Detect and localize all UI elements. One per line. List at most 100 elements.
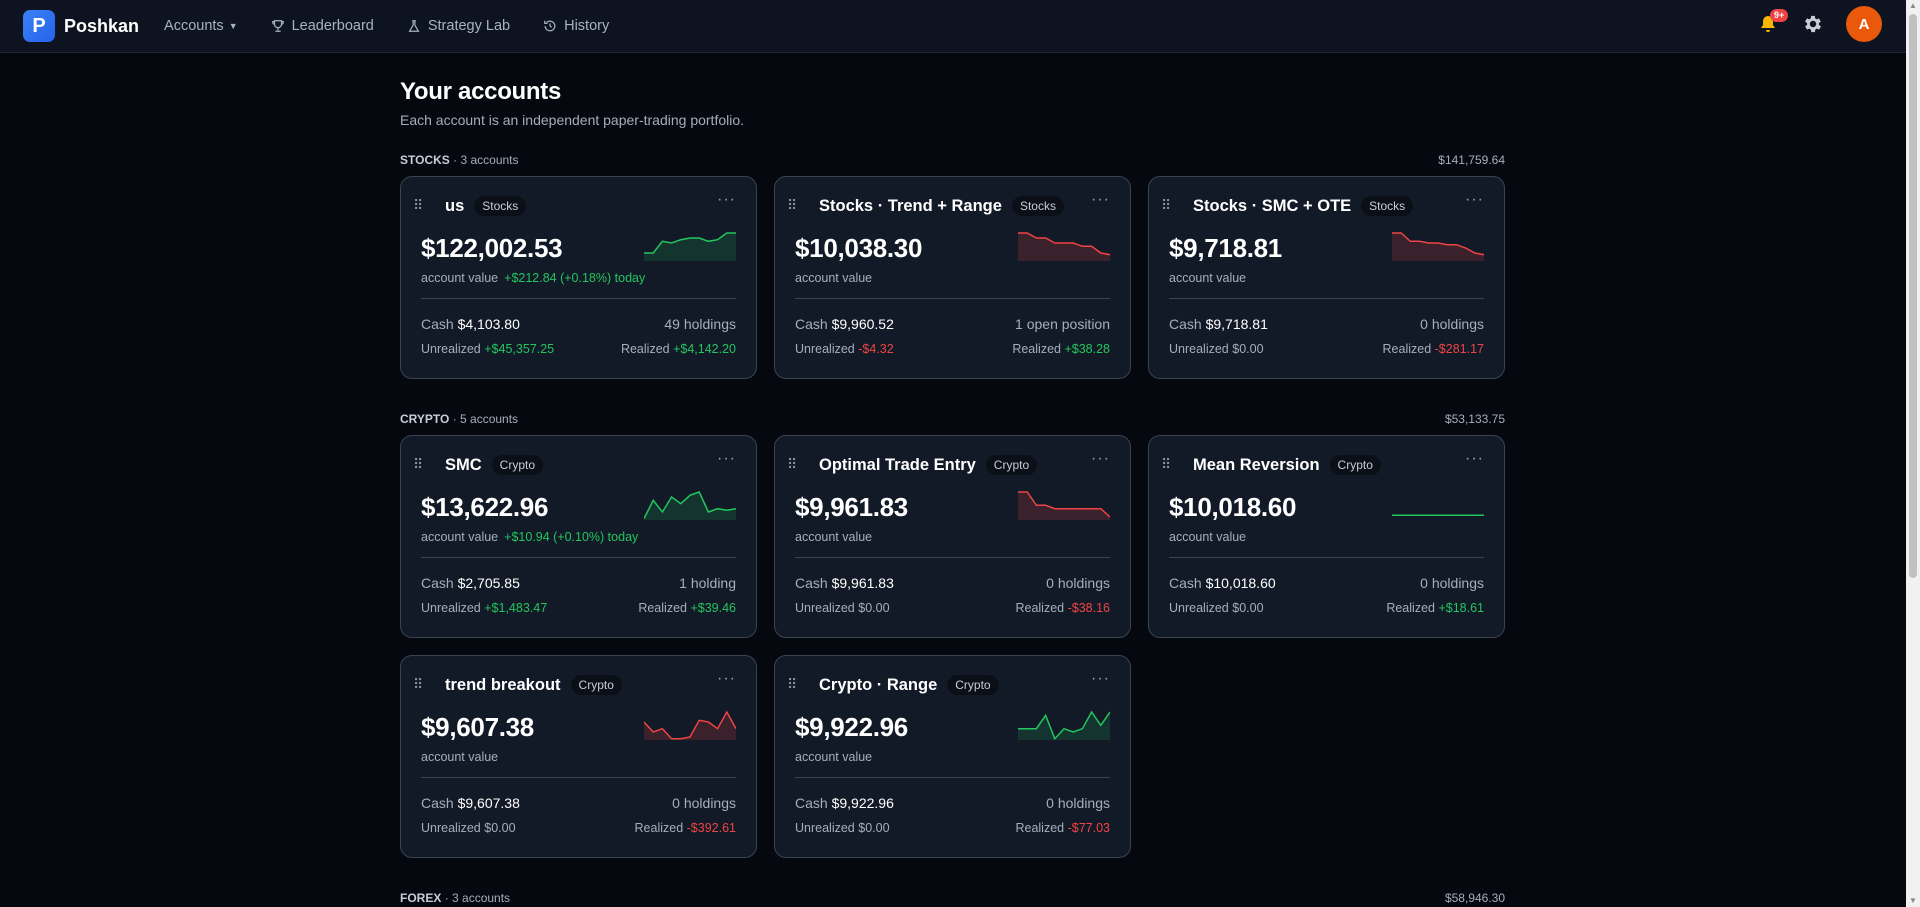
cash-value: $9,922.96 [831, 795, 894, 811]
account-type-badge: Crypto [947, 675, 999, 695]
drag-handle-icon[interactable]: ⠿ [787, 676, 797, 692]
brand-name[interactable]: Poshkan [64, 15, 140, 36]
more-options-icon[interactable]: ··· [1465, 191, 1484, 208]
cash-row: Cash $9,922.96 0 holdings [795, 795, 1110, 811]
section-count: · 3 accounts [444, 891, 511, 905]
account-value-label: account value [795, 750, 878, 764]
notifications-button[interactable]: 9+ [1758, 9, 1789, 38]
drag-handle-icon[interactable]: ⠿ [413, 676, 423, 692]
sparkline-area [1392, 233, 1484, 261]
more-options-icon[interactable]: ··· [717, 670, 736, 687]
unrealized-value: $0.00 [1232, 342, 1264, 356]
gear-icon[interactable] [1802, 13, 1824, 35]
scroll-up-icon[interactable]: ▲ [1909, 1, 1917, 10]
card-divider [795, 557, 1110, 558]
avatar[interactable]: A [1846, 6, 1882, 42]
more-options-icon[interactable]: ··· [1465, 450, 1484, 467]
account-card[interactable]: ⠿ ··· Mean Reversion Crypto $10,018.60 a… [1148, 435, 1505, 638]
cash-label: Cash [421, 316, 454, 332]
sparkline-line [1018, 232, 1110, 256]
account-card[interactable]: ⠿ ··· Crypto · Range Crypto $9,922.96 ac… [774, 655, 1131, 858]
account-name: Optimal Trade Entry [819, 455, 976, 474]
account-name: Mean Reversion [1193, 455, 1320, 474]
unrealized-label: Unrealized [421, 821, 481, 835]
more-options-icon[interactable]: ··· [717, 191, 736, 208]
realized-label: Realized [1386, 601, 1435, 615]
cash-label: Cash [795, 316, 828, 332]
account-value: $10,038.30 [795, 233, 923, 263]
more-options-icon[interactable]: ··· [1091, 450, 1110, 467]
sparkline-area [644, 712, 736, 740]
holdings-count: 0 holdings [1046, 575, 1110, 591]
more-options-icon[interactable]: ··· [1091, 670, 1110, 687]
nav-strategy-lab[interactable]: Strategy Lab [407, 18, 510, 34]
history-icon [544, 20, 556, 32]
account-type-badge: Crypto [985, 455, 1038, 475]
account-card[interactable]: ⠿ ··· trend breakout Crypto $9,607.38 ac… [400, 655, 757, 858]
logo-letter: P [32, 14, 46, 37]
today-change: +$10.94 (+0.10%) today [504, 530, 639, 544]
nav-history[interactable]: History [543, 18, 609, 34]
unrealized-value: $0.00 [858, 821, 890, 835]
cash-value: $2,705.85 [457, 575, 520, 591]
account-card[interactable]: ⠿ ··· Stocks · SMC + OTE Stocks $9,718.8… [1148, 176, 1505, 379]
drag-handle-icon[interactable]: ⠿ [413, 197, 423, 213]
account-value-label: account value [1169, 271, 1252, 285]
realized-info: Realized +$39.46 [638, 601, 736, 615]
account-value-label: account value [795, 271, 878, 285]
cash-label: Cash [1169, 316, 1202, 332]
sparkline-area [644, 492, 736, 520]
drag-handle-icon[interactable]: ⠿ [413, 456, 423, 472]
account-value-caption: account value [421, 750, 499, 764]
realized-info: Realized +$18.61 [1386, 601, 1484, 615]
logo-icon[interactable]: P [23, 10, 55, 42]
unrealized-label: Unrealized [1169, 342, 1229, 356]
holdings-count: 0 holdings [1046, 795, 1110, 811]
cash-info: Cash $2,705.85 [421, 575, 520, 591]
account-value-caption: account value [421, 530, 499, 544]
more-options-icon[interactable]: ··· [717, 450, 736, 467]
account-card[interactable]: ⠿ ··· Stocks · Trend + Range Stocks $10,… [774, 176, 1131, 379]
nav-leaderboard[interactable]: Leaderboard [271, 18, 374, 34]
account-card[interactable]: ⠿ ··· Optimal Trade Entry Crypto $9,961.… [774, 435, 1131, 638]
account-value-caption: account value [1169, 271, 1247, 285]
cash-label: Cash [421, 795, 454, 811]
unrealized-label: Unrealized [421, 601, 481, 615]
scroll-thumb[interactable] [1909, 14, 1917, 578]
unrealized-info: Unrealized -$4.32 [795, 342, 894, 356]
account-type-badge: Crypto [491, 455, 544, 475]
account-card[interactable]: ⠿ ··· SMC Crypto $13,622.96 account valu… [400, 435, 757, 638]
sparkline-chart [1018, 232, 1110, 261]
cash-value: $9,960.52 [831, 316, 894, 332]
drag-handle-icon[interactable]: ⠿ [1161, 197, 1171, 213]
scroll-down-icon[interactable]: ▼ [1909, 896, 1917, 905]
cash-row: Cash $9,960.52 1 open position [795, 316, 1110, 332]
section-name: STOCKS [400, 153, 450, 167]
pnl-row: Unrealized +$45,357.25 Realized +$4,142.… [421, 342, 736, 356]
realized-value: -$77.03 [1067, 821, 1110, 835]
sparkline-line [1392, 232, 1484, 256]
section-count: · 3 accounts [453, 153, 519, 167]
account-value: $9,607.38 [421, 712, 534, 742]
nav-accounts-label: Accounts [164, 18, 224, 34]
nav-accounts[interactable]: Accounts ▼ [164, 18, 238, 34]
drag-handle-icon[interactable]: ⠿ [787, 456, 797, 472]
trophy-icon [271, 20, 284, 32]
unrealized-info: Unrealized $0.00 [795, 601, 890, 615]
cash-value: $9,607.38 [457, 795, 520, 811]
card-header: trend breakout Crypto [445, 675, 622, 695]
drag-handle-icon[interactable]: ⠿ [787, 197, 797, 213]
account-type-badge: Stocks [474, 196, 527, 216]
realized-value: +$39.46 [690, 601, 736, 615]
card-header: SMC Crypto [445, 455, 544, 475]
more-options-icon[interactable]: ··· [1091, 191, 1110, 208]
sparkline-chart [1018, 710, 1110, 740]
realized-value: -$281.17 [1434, 342, 1484, 356]
account-name: trend breakout [445, 675, 561, 694]
account-card[interactable]: ⠿ ··· us Stocks $122,002.53 account valu… [400, 176, 757, 379]
holdings-count: 0 holdings [1420, 575, 1484, 591]
today-change: +$212.84 (+0.18%) today [504, 271, 646, 285]
scrollbar[interactable]: ▲ ▼ [1906, 0, 1920, 907]
account-value-label: account value [1169, 530, 1252, 544]
drag-handle-icon[interactable]: ⠿ [1161, 456, 1171, 472]
